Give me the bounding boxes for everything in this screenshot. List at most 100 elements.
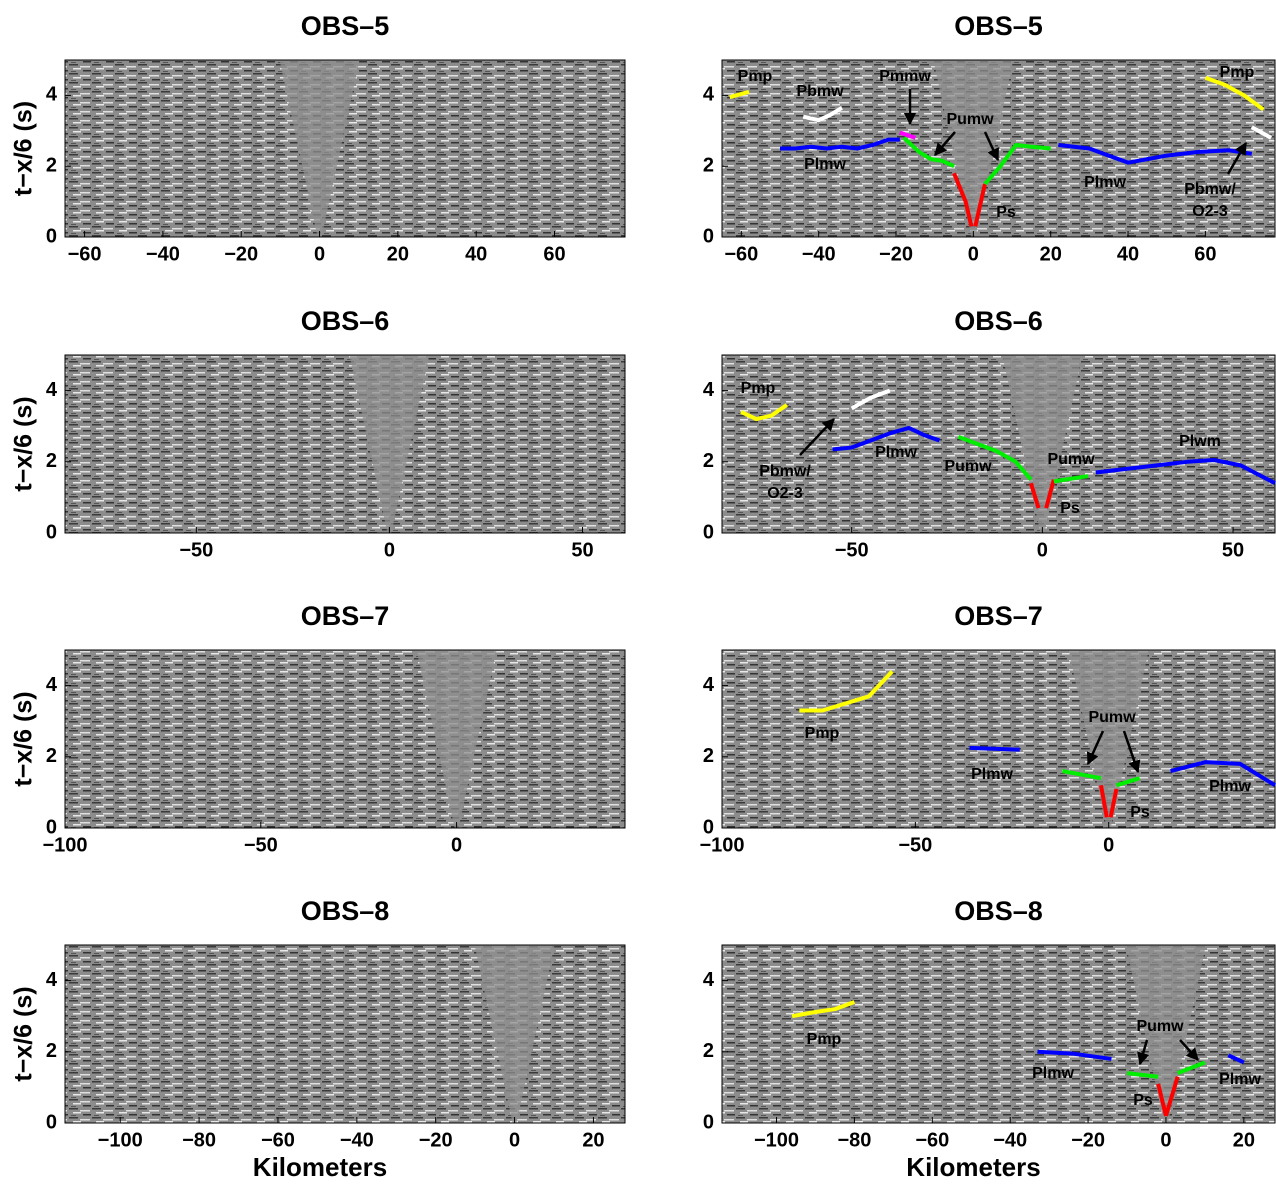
pick-line xyxy=(1204,75,1265,112)
y-tick-label: 4 xyxy=(46,674,58,696)
pick-line xyxy=(799,669,894,713)
frame xyxy=(64,59,626,238)
x-tick-label: −60 xyxy=(724,243,758,265)
x-tick-label: −100 xyxy=(98,1129,143,1151)
x-tick-label: 20 xyxy=(582,1129,604,1151)
phase-label: Plwm xyxy=(1179,433,1221,450)
x-tick-label: −20 xyxy=(1071,1129,1105,1151)
y-tick-label: 4 xyxy=(703,84,715,106)
y-tick-label: 0 xyxy=(46,225,57,247)
x-tick-label: 50 xyxy=(571,539,593,561)
pick-line xyxy=(1029,482,1041,509)
y-axis-label: t−x/6 (s) xyxy=(10,396,38,491)
phase-label: Pumw xyxy=(1088,709,1136,726)
pick-line xyxy=(1044,479,1056,509)
y-tick-label: 0 xyxy=(703,225,714,247)
phase-label: Plmw xyxy=(1209,778,1251,795)
panel-title: OBS–5 xyxy=(301,11,390,41)
panel: OBS–7 t−x/6 (s) 0 2 4 −100 −50 0 xyxy=(10,601,626,856)
panel: OBS–5 t−x/6 (s) 0 2 4 −60 −40 −20 0 20 40 60 xyxy=(10,11,626,265)
pick-line xyxy=(1156,1083,1168,1117)
phase-label: Pmp xyxy=(807,1031,842,1048)
phase-label: Pmp xyxy=(738,68,773,85)
phase-label: Pmp xyxy=(741,380,776,397)
pick-line xyxy=(780,137,900,151)
phase-label: Plmw xyxy=(1219,1071,1261,1088)
x-tick-label: 0 xyxy=(314,243,325,265)
frame xyxy=(721,944,1276,1124)
phase-label: Pumw xyxy=(1136,1018,1184,1035)
near-offset-wedge xyxy=(279,60,360,237)
pick-line xyxy=(1164,1076,1180,1117)
frame xyxy=(64,944,626,1124)
y-axis-label: t−x/6 (s) xyxy=(10,691,38,786)
panel-title: OBS–8 xyxy=(954,896,1043,926)
panel-title: OBS–5 xyxy=(954,11,1043,41)
y-tick-label: 4 xyxy=(46,969,58,991)
phase-label: Ps xyxy=(1060,500,1080,517)
phase-label: Plmw xyxy=(1084,174,1126,191)
frame xyxy=(721,649,1276,829)
x-tick-label: 50 xyxy=(1222,539,1244,561)
y-tick-label: 4 xyxy=(46,379,58,401)
x-tick-label: −20 xyxy=(419,1129,453,1151)
x-tick-label: −80 xyxy=(837,1129,871,1151)
arrow xyxy=(1086,730,1105,766)
x-tick-label: 60 xyxy=(1194,243,1216,265)
phase-label: Ps xyxy=(1130,804,1150,821)
pick-line xyxy=(1058,142,1253,165)
arrow xyxy=(1122,730,1141,774)
x-tick-label: 0 xyxy=(509,1129,520,1151)
near-offset-wedge xyxy=(349,355,430,533)
phase-label: Pmmw xyxy=(879,68,931,85)
pick-line xyxy=(850,388,891,411)
x-tick-label: −20 xyxy=(224,243,258,265)
x-tick-label: 0 xyxy=(1160,1129,1171,1151)
pick-line xyxy=(952,172,974,227)
arrow xyxy=(1137,1039,1150,1066)
y-tick-label: 4 xyxy=(703,969,715,991)
x-tick-label: −60 xyxy=(68,243,102,265)
phase-label: Pmp xyxy=(805,725,840,742)
panel-title: OBS–6 xyxy=(954,306,1043,336)
panel-title: OBS–6 xyxy=(301,306,390,336)
pick-line xyxy=(729,89,750,100)
x-tick-label: 40 xyxy=(465,243,487,265)
x-tick-label: −50 xyxy=(835,539,869,561)
phase-label: Ps xyxy=(1133,1092,1153,1109)
frame xyxy=(64,354,626,534)
y-tick-label: 4 xyxy=(703,674,715,696)
pick-line xyxy=(802,106,843,123)
pick-line xyxy=(1108,788,1119,818)
pick-line xyxy=(1099,784,1109,818)
pick-line xyxy=(1095,458,1276,485)
x-tick-label: 20 xyxy=(387,243,409,265)
near-offset-wedge xyxy=(474,945,555,1123)
pick-line xyxy=(957,435,1033,481)
pick-line xyxy=(1061,769,1102,781)
pick-line xyxy=(973,183,987,227)
pick-line xyxy=(1126,1071,1159,1079)
y-tick-label: 0 xyxy=(46,1111,57,1133)
x-tick-label: −20 xyxy=(879,243,913,265)
x-tick-label: 0 xyxy=(1103,834,1114,856)
y-tick-label: 2 xyxy=(703,1040,714,1062)
near-offset-wedge xyxy=(933,60,1014,237)
x-tick-label: −50 xyxy=(898,834,932,856)
y-tick-label: 2 xyxy=(703,450,714,472)
arrow xyxy=(983,131,1000,162)
frame xyxy=(64,649,626,829)
pick-line xyxy=(791,1000,856,1019)
phase-label: Pbmw/ xyxy=(1184,181,1236,198)
x-tick-label: 0 xyxy=(1037,539,1048,561)
panel: OBS–8 t−x/6 (s) Kilometers 0 2 4 −100 −80 −60 −40… xyxy=(10,896,626,1182)
pick-line xyxy=(1250,125,1273,140)
x-tick-label: 0 xyxy=(968,243,979,265)
phase-label: O2-3 xyxy=(767,485,803,502)
panel-title: OBS–8 xyxy=(301,896,390,926)
pick-line xyxy=(902,136,955,169)
x-tick-label: 20 xyxy=(1040,243,1062,265)
phase-label: Plmw xyxy=(971,766,1013,783)
phase-label: Plmw xyxy=(1032,1065,1074,1082)
phase-label: O2-3 xyxy=(1192,203,1228,220)
